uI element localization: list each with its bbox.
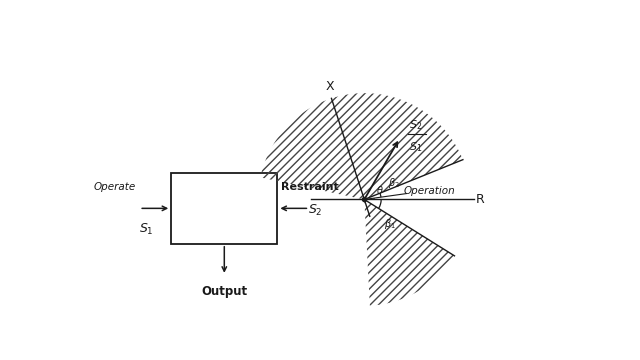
Text: $\theta$: $\theta$ xyxy=(376,184,383,196)
Text: Output: Output xyxy=(201,284,248,298)
Text: R: R xyxy=(476,193,484,206)
Text: $S_2$: $S_2$ xyxy=(408,118,422,132)
Text: $\beta_2$: $\beta_2$ xyxy=(388,176,400,190)
Text: $S_1$: $S_1$ xyxy=(408,140,422,154)
Text: Operate: Operate xyxy=(93,183,136,192)
Bar xyxy=(171,173,278,244)
Text: $S_1$: $S_1$ xyxy=(139,222,154,237)
Text: X: X xyxy=(325,80,334,93)
Text: $\beta_1$: $\beta_1$ xyxy=(384,216,396,230)
Text: Restraint: Restraint xyxy=(281,183,339,192)
Text: $S_2$: $S_2$ xyxy=(308,203,322,218)
Text: Operation: Operation xyxy=(403,186,455,195)
